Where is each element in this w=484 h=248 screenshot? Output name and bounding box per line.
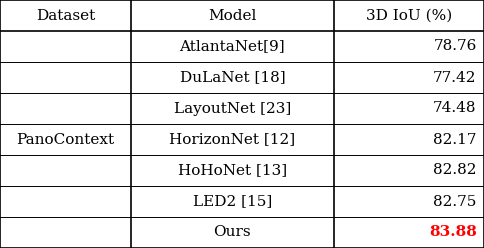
Text: PanoContext: PanoContext: [16, 132, 114, 147]
Text: 77.42: 77.42: [433, 70, 477, 85]
Text: HorizonNet [12]: HorizonNet [12]: [169, 132, 295, 147]
Text: AtlantaNet[9]: AtlantaNet[9]: [180, 39, 285, 54]
Text: 82.82: 82.82: [433, 163, 477, 178]
Text: DuLaNet [18]: DuLaNet [18]: [180, 70, 285, 85]
Text: LED2 [15]: LED2 [15]: [193, 194, 272, 209]
Text: LayoutNet [23]: LayoutNet [23]: [174, 101, 291, 116]
Text: Dataset: Dataset: [36, 8, 95, 23]
Text: Ours: Ours: [213, 225, 251, 240]
Text: Model: Model: [208, 8, 257, 23]
Text: 3D IoU (%): 3D IoU (%): [366, 8, 452, 23]
Text: 78.76: 78.76: [433, 39, 477, 54]
Text: 82.17: 82.17: [433, 132, 477, 147]
Text: HoHoNet [13]: HoHoNet [13]: [178, 163, 287, 178]
Text: 83.88: 83.88: [429, 225, 477, 240]
Text: 82.75: 82.75: [433, 194, 477, 209]
Text: 74.48: 74.48: [433, 101, 477, 116]
